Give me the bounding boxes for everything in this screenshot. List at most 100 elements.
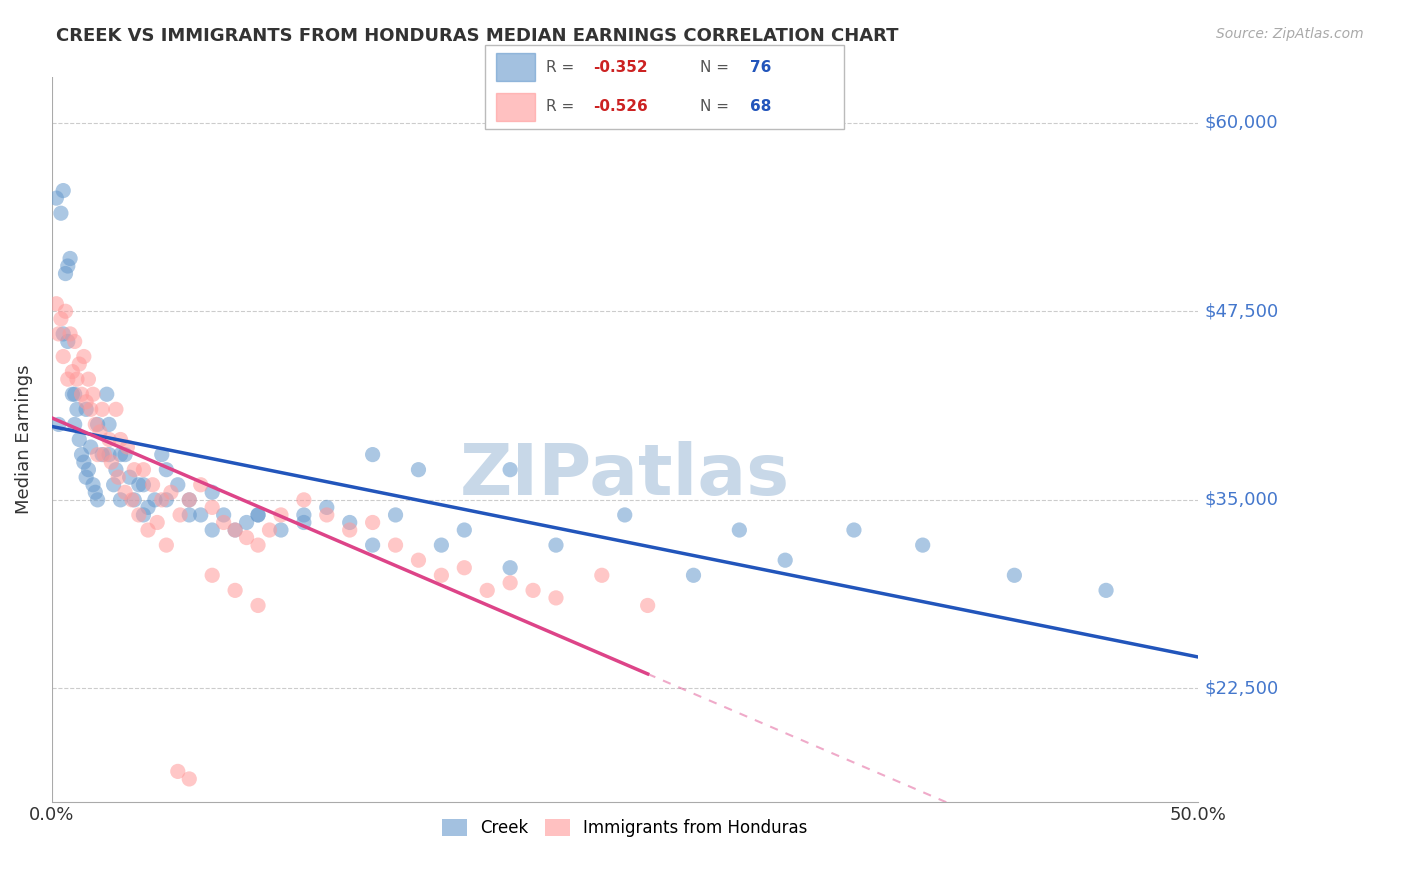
Point: [98, 417, 121, 432]
Text: $47,500: $47,500: [1205, 302, 1279, 320]
Point: [67, 433, 90, 447]
Point: [453, 523, 475, 537]
Point: [103, 477, 125, 491]
Point: [98, 433, 121, 447]
Point: [430, 538, 453, 552]
Point: [136, 523, 159, 537]
Point: [1002, 568, 1025, 582]
Point: [143, 492, 166, 507]
Point: [110, 448, 132, 462]
Point: [235, 531, 257, 545]
Point: [52, 326, 75, 341]
Point: [292, 508, 315, 522]
Point: [142, 477, 165, 491]
Text: N =: N =: [700, 99, 734, 114]
Point: [201, 568, 224, 582]
FancyBboxPatch shape: [485, 45, 844, 129]
Point: [86, 448, 108, 462]
Point: [52, 184, 75, 198]
Text: $22,500: $22,500: [1205, 680, 1279, 698]
Point: [361, 538, 384, 552]
Point: [166, 764, 188, 779]
Point: [522, 583, 544, 598]
Point: [136, 500, 159, 515]
Point: [56, 372, 79, 386]
Point: [270, 523, 292, 537]
Point: [73, 455, 96, 469]
Point: [77, 463, 100, 477]
Point: [56, 334, 79, 349]
Point: [224, 583, 246, 598]
Point: [91, 448, 114, 462]
Point: [89, 425, 111, 439]
Point: [190, 477, 212, 491]
Point: [292, 492, 315, 507]
Point: [613, 508, 636, 522]
Point: [107, 470, 129, 484]
Point: [48, 326, 70, 341]
Text: CREEK VS IMMIGRANTS FROM HONDURAS MEDIAN EARNINGS CORRELATION CHART: CREEK VS IMMIGRANTS FROM HONDURAS MEDIAN…: [56, 27, 898, 45]
Point: [128, 477, 150, 491]
Point: [84, 485, 107, 500]
Point: [212, 516, 235, 530]
Point: [179, 508, 201, 522]
Point: [408, 463, 430, 477]
Point: [60, 365, 83, 379]
Point: [122, 492, 145, 507]
Point: [63, 387, 86, 401]
Point: [235, 516, 257, 530]
Point: [259, 523, 281, 537]
Point: [591, 568, 613, 582]
Point: [637, 599, 659, 613]
Point: [93, 448, 115, 462]
Point: [80, 440, 103, 454]
Point: [544, 538, 567, 552]
Point: [80, 402, 103, 417]
Point: [66, 402, 89, 417]
Point: [48, 417, 70, 432]
Point: [70, 387, 93, 401]
Point: [728, 523, 751, 537]
Text: R =: R =: [546, 99, 579, 114]
Point: [224, 523, 246, 537]
Point: [91, 402, 114, 417]
Point: [121, 492, 143, 507]
Point: [361, 448, 384, 462]
Bar: [496, 93, 536, 120]
Point: [49, 311, 72, 326]
Bar: [496, 54, 536, 81]
Point: [75, 394, 97, 409]
Point: [132, 477, 155, 491]
Point: [292, 516, 315, 530]
Point: [361, 516, 384, 530]
Point: [212, 508, 235, 522]
Point: [773, 553, 796, 567]
Point: [384, 508, 406, 522]
Point: [155, 492, 177, 507]
Point: [150, 492, 173, 507]
Point: [179, 492, 201, 507]
Point: [339, 523, 361, 537]
Point: [477, 583, 499, 598]
Point: [98, 448, 121, 462]
Text: N =: N =: [700, 60, 734, 75]
Point: [118, 470, 141, 484]
Text: -0.526: -0.526: [592, 99, 647, 114]
Point: [45, 191, 67, 205]
Point: [55, 304, 77, 318]
Point: [52, 350, 75, 364]
Point: [132, 508, 155, 522]
Point: [544, 591, 567, 605]
Point: [114, 485, 136, 500]
Point: [179, 492, 201, 507]
Text: -0.352: -0.352: [592, 60, 647, 75]
Point: [75, 470, 97, 484]
Point: [55, 267, 77, 281]
Point: [911, 538, 934, 552]
Point: [201, 500, 224, 515]
Point: [86, 492, 108, 507]
Point: [682, 568, 704, 582]
Point: [84, 417, 107, 432]
Point: [104, 402, 127, 417]
Point: [166, 477, 188, 491]
